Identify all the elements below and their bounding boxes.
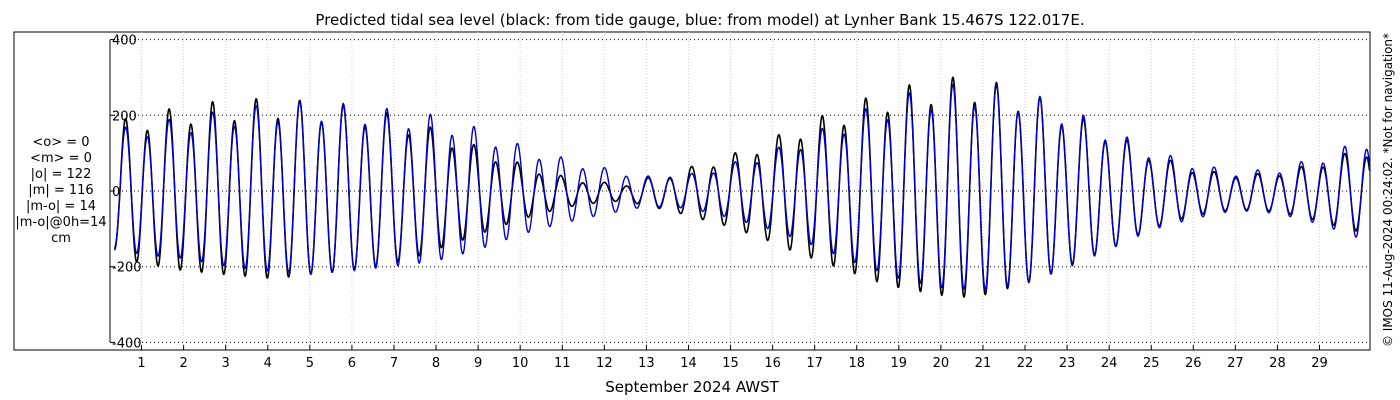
x-tick-label: 23 [1059, 356, 1076, 371]
x-tick-label: 11 [554, 356, 571, 371]
x-tick-label: 27 [1227, 356, 1244, 371]
x-tick-label: 22 [1017, 356, 1034, 371]
x-tick-label: 20 [933, 356, 950, 371]
y-tick-label: 0 [112, 185, 120, 200]
x-tick-label: 4 [264, 356, 272, 371]
x-tick-label: 19 [891, 356, 908, 371]
y-tick-labels: -400 -200 0 200 400 [112, 34, 142, 352]
stat-line: |o| = 122 [31, 167, 92, 182]
x-tick-label: 2 [179, 356, 187, 371]
y-tick-label: -200 [112, 261, 142, 276]
stat-line: <m> = 0 [30, 151, 92, 166]
x-tick-label: 21 [975, 356, 992, 371]
x-tick-label: 26 [1185, 356, 1202, 371]
x-tick-label: 15 [722, 356, 739, 371]
x-tick-label: 18 [848, 356, 865, 371]
outer-frame [13, 31, 1371, 351]
x-tick-label: 28 [1269, 356, 1286, 371]
x-tick-label: 5 [306, 356, 314, 371]
stat-line: |m| = 116 [28, 183, 93, 198]
y-tick-label: -400 [112, 336, 142, 351]
x-tick-label: 16 [764, 356, 781, 371]
grid-layer [110, 32, 1370, 350]
stat-line: |m-o| = 14 [26, 199, 96, 214]
chart-title: Predicted tidal sea level (black: from t… [315, 11, 1084, 29]
credit-text: © IMOS 11-Aug-2024 00:24:02. *Not for na… [1381, 33, 1395, 347]
x-tick-label: 14 [680, 356, 697, 371]
x-tick-label: 29 [1311, 356, 1328, 371]
stat-line: <o> = 0 [32, 135, 89, 150]
stats-panel: <o> = 0<m> = 0|o| = 122|m| = 116|m-o| = … [15, 135, 106, 246]
x-axis-label: September 2024 AWST [605, 378, 779, 396]
x-tick-label: 9 [474, 356, 482, 371]
x-tick-label: 12 [596, 356, 613, 371]
x-tick-label: 10 [512, 356, 529, 371]
y-tick-label: 400 [112, 34, 137, 49]
y-tick-label: 200 [112, 109, 137, 124]
x-tick-labels: 1 2 3 4 5 6 7 8 9 10 11 12 13 14 15 16 17 18 19 20 21 22 23 24 2… [137, 356, 1327, 371]
x-tick-label: 3 [222, 356, 230, 371]
series-layer [113, 76, 1371, 298]
x-tick-label: 6 [348, 356, 356, 371]
axes-layer [109, 39, 1321, 350]
series-line-gauge [113, 76, 1371, 298]
stat-line: |m-o|@0h=14 [15, 215, 106, 230]
series-line-model [114, 83, 1371, 291]
stat-line: cm [51, 231, 71, 246]
x-tick-label: 25 [1143, 356, 1160, 371]
x-tick-label: 8 [432, 356, 440, 371]
x-tick-label: 24 [1101, 356, 1118, 371]
x-tick-label: 7 [390, 356, 398, 371]
x-tick-label: 1 [137, 356, 145, 371]
x-tick-label: 17 [806, 356, 823, 371]
x-tick-label: 13 [638, 356, 655, 371]
